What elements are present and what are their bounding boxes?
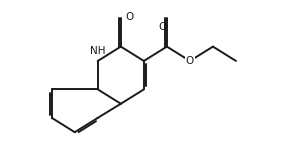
Text: O: O [125, 12, 133, 22]
Text: NH: NH [90, 46, 105, 56]
Text: O: O [159, 22, 167, 32]
Text: O: O [186, 56, 194, 66]
